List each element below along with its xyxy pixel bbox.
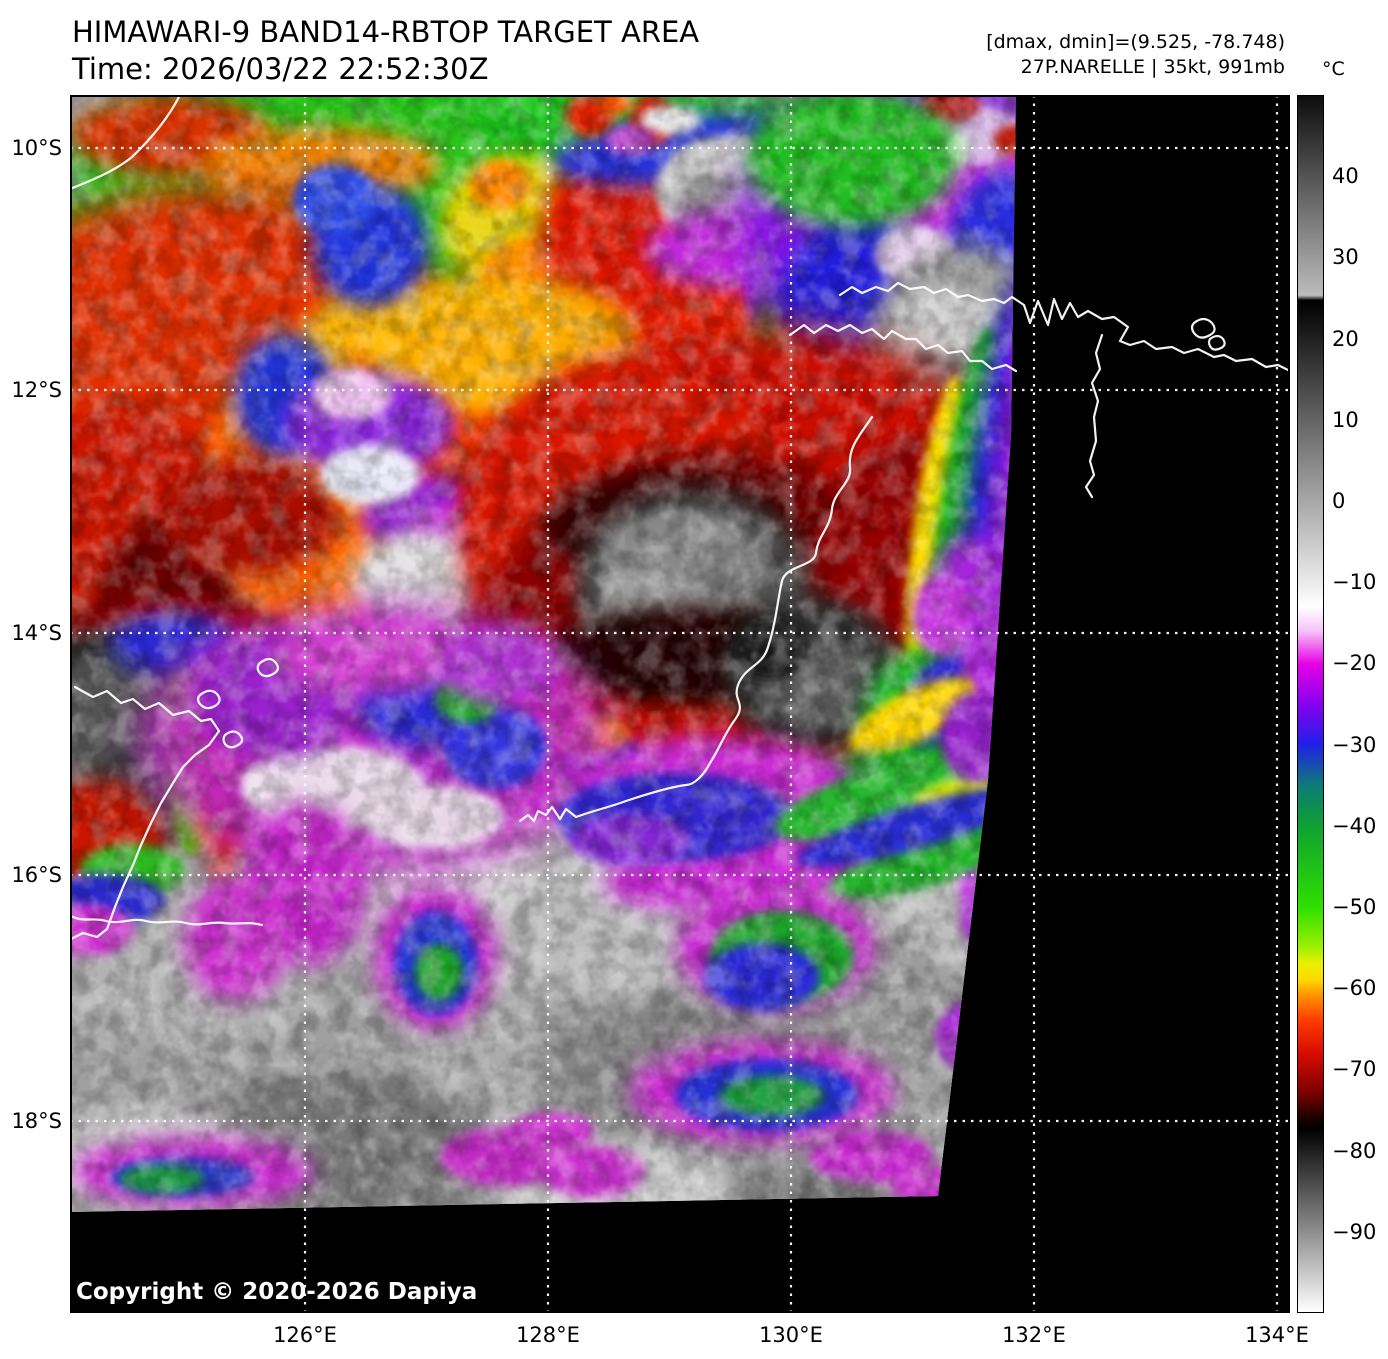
colorbar-tick-label: −80 (1332, 1139, 1377, 1163)
colorbar-tick-label: −30 (1332, 733, 1377, 757)
lon-tick-label: 126°E (273, 1323, 337, 1347)
annotation-block: [dmax, dmin]=(9.525, -78.748) 27P.NARELL… (986, 30, 1285, 80)
lat-tick-label: 18°S (11, 1109, 62, 1133)
dmax-dmin-label: [dmax, dmin]=(9.525, -78.748) (986, 31, 1285, 53)
colorbar-tick-label: 10 (1332, 408, 1359, 432)
lat-tick-label: 10°S (11, 136, 62, 160)
title-block: HIMAWARI-9 BAND14-RBTOP TARGET AREA Time… (72, 14, 699, 88)
satellite-image (70, 95, 1290, 1313)
colorbar-tick-label: −70 (1332, 1057, 1377, 1081)
colorbar-tick-label: 0 (1332, 489, 1346, 513)
colorbar-unit-label: °C (1322, 58, 1345, 80)
colorbar-tick-label: 20 (1332, 327, 1359, 351)
colorbar-tick-label: 40 (1332, 164, 1359, 188)
colorbar-tick-label: −50 (1332, 895, 1377, 919)
lon-tick-label: 130°E (759, 1323, 823, 1347)
copyright-label: Copyright © 2020-2026 Dapiya (76, 1279, 478, 1305)
temperature-colorbar (1297, 95, 1324, 1313)
colorbar-tick-label: −20 (1332, 651, 1377, 675)
lon-tick-label: 128°E (516, 1323, 580, 1347)
storm-info-label: 27P.NARELLE | 35kt, 991mb (1020, 56, 1285, 78)
colorbar-tick-label: 30 (1332, 245, 1359, 269)
coastline (70, 95, 1290, 941)
lat-tick-label: 16°S (11, 863, 62, 887)
page-title: HIMAWARI-9 BAND14-RBTOP TARGET AREA (72, 15, 700, 49)
colorbar-tick-label: −60 (1332, 976, 1377, 1000)
lat-tick-label: 14°S (11, 621, 62, 645)
time-label: Time: 2026/03/22 22:52:30Z (72, 52, 489, 86)
colorbar-tick-label: −10 (1332, 570, 1377, 594)
colorbar-tick-label: −40 (1332, 814, 1377, 838)
colorbar-tick-label: −90 (1332, 1220, 1377, 1244)
satellite-map: Copyright © 2020-2026 Dapiya (70, 95, 1290, 1313)
lat-tick-label: 12°S (11, 378, 62, 402)
axes-frame (70, 95, 1290, 1313)
lon-tick-label: 134°E (1245, 1323, 1309, 1347)
lon-tick-label: 132°E (1002, 1323, 1066, 1347)
